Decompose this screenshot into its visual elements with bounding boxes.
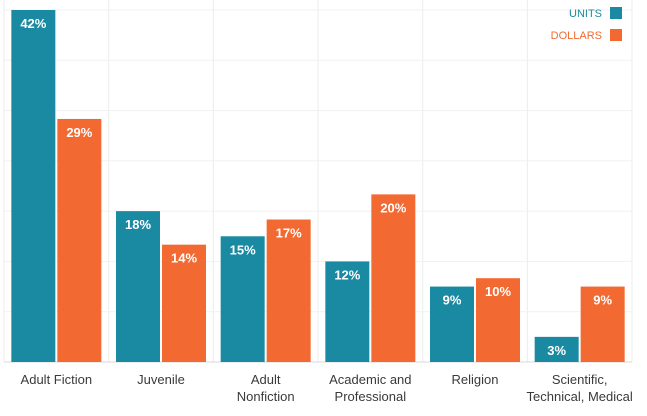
category-label-line: Academic and [329, 372, 411, 387]
bar-value-label-dollars: 10% [485, 284, 511, 299]
bar-dollars [162, 244, 206, 362]
bar-dollars [371, 194, 416, 362]
category-label-line: Religion [452, 372, 499, 387]
bar-value-label-units: 12% [334, 267, 360, 282]
category-label-line: Adult [251, 372, 281, 387]
category-label-line: Professional [335, 389, 407, 404]
bars [11, 10, 625, 362]
bar-value-label-units: 9% [443, 293, 462, 308]
category-label: Juvenile [137, 372, 185, 387]
category-labels: Adult Fiction Juvenile Adult Nonfiction Acad… [21, 372, 633, 404]
legend-label-units: UNITS [569, 8, 602, 20]
bar-value-label-units: 42% [20, 16, 46, 31]
bar-units [116, 211, 160, 362]
bar-value-label-dollars: 17% [276, 226, 302, 241]
bar-value-label-units: 15% [230, 242, 256, 257]
bar-value-label-dollars: 20% [380, 200, 406, 215]
category-label: Academic and Professional [329, 372, 411, 404]
category-label-line: Juvenile [137, 372, 185, 387]
bar-units [534, 336, 579, 362]
category-label-line: Nonfiction [237, 389, 295, 404]
gridlines [3, 0, 633, 363]
category-label-line: Technical, Medical [527, 389, 633, 404]
bar-value-label-units: 18% [125, 217, 151, 232]
bar-dollars [57, 118, 102, 362]
category-label: Scientific, Technical, Medical [527, 372, 633, 404]
legend-swatch-units [610, 7, 622, 19]
bar-value-label-dollars: 9% [593, 293, 612, 308]
bar-units [430, 286, 474, 362]
bar-dollars [580, 286, 625, 362]
bar-dollars [266, 219, 311, 362]
legend-label-dollars: DOLLARS [551, 30, 602, 42]
legend: UNITS DOLLARS [551, 7, 622, 42]
bar-units [220, 236, 265, 362]
category-label: Adult Nonfiction [237, 372, 295, 404]
category-label-line: Adult Fiction [21, 372, 93, 387]
bar-dollars [476, 278, 520, 362]
category-label: Adult Fiction [21, 372, 93, 387]
bar-units [325, 261, 370, 362]
bar-units [11, 10, 56, 362]
category-label-line: Scientific, [552, 372, 608, 387]
legend-swatch-dollars [610, 29, 622, 41]
bar-value-labels: 42% 29% 18% 14% 15% 17% 12% 20% 9% 10% 3% 9% [20, 16, 612, 358]
category-label: Religion [452, 372, 499, 387]
bar-value-label-units: 3% [547, 343, 566, 358]
bar-value-label-dollars: 29% [66, 125, 92, 140]
bar-value-label-dollars: 14% [171, 251, 197, 266]
